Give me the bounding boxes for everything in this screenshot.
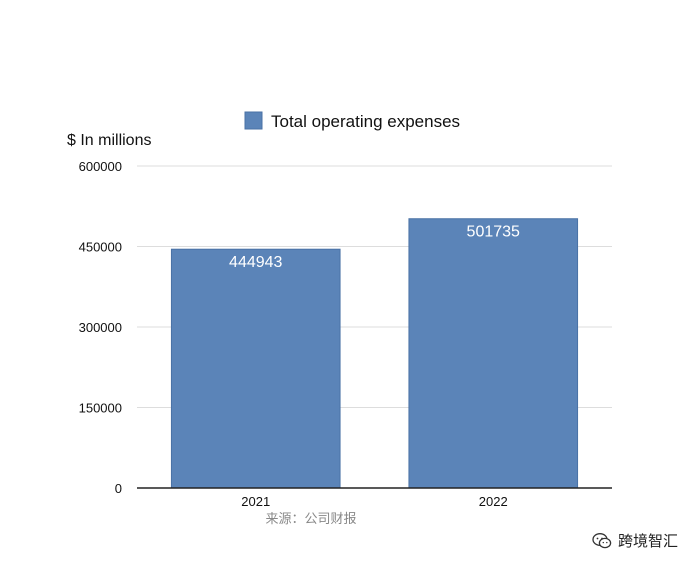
- bar-value-label: 501735: [467, 224, 520, 241]
- y-tick-label: 600000: [79, 159, 122, 174]
- x-tick-label: 2021: [241, 494, 270, 509]
- legend: Total operating expenses: [244, 111, 460, 131]
- source-note: 来源：公司财报: [265, 512, 356, 527]
- y-tick-label: 150000: [79, 401, 122, 416]
- legend-swatch: [244, 111, 263, 130]
- bar: [170, 248, 341, 489]
- y-tick-label: 0: [115, 481, 122, 496]
- bar: [408, 218, 579, 489]
- x-tick-label: 2022: [479, 494, 508, 509]
- watermark-text: 跨境智汇: [617, 532, 678, 550]
- wechat-icon: [592, 532, 612, 548]
- bar-value-label: 444943: [229, 254, 282, 271]
- y-tick-label: 450000: [79, 240, 122, 255]
- bars: 444943 501735: [170, 218, 579, 489]
- watermark: 跨境智汇: [592, 530, 678, 551]
- y-axis-label: $ In millions: [67, 132, 151, 149]
- y-tick-labels: 0 150000 300000 450000 600000: [79, 159, 122, 496]
- legend-label: Total operating expenses: [271, 112, 460, 131]
- y-tick-label: 300000: [79, 320, 122, 335]
- x-tick-labels: 2021 2022: [241, 494, 507, 509]
